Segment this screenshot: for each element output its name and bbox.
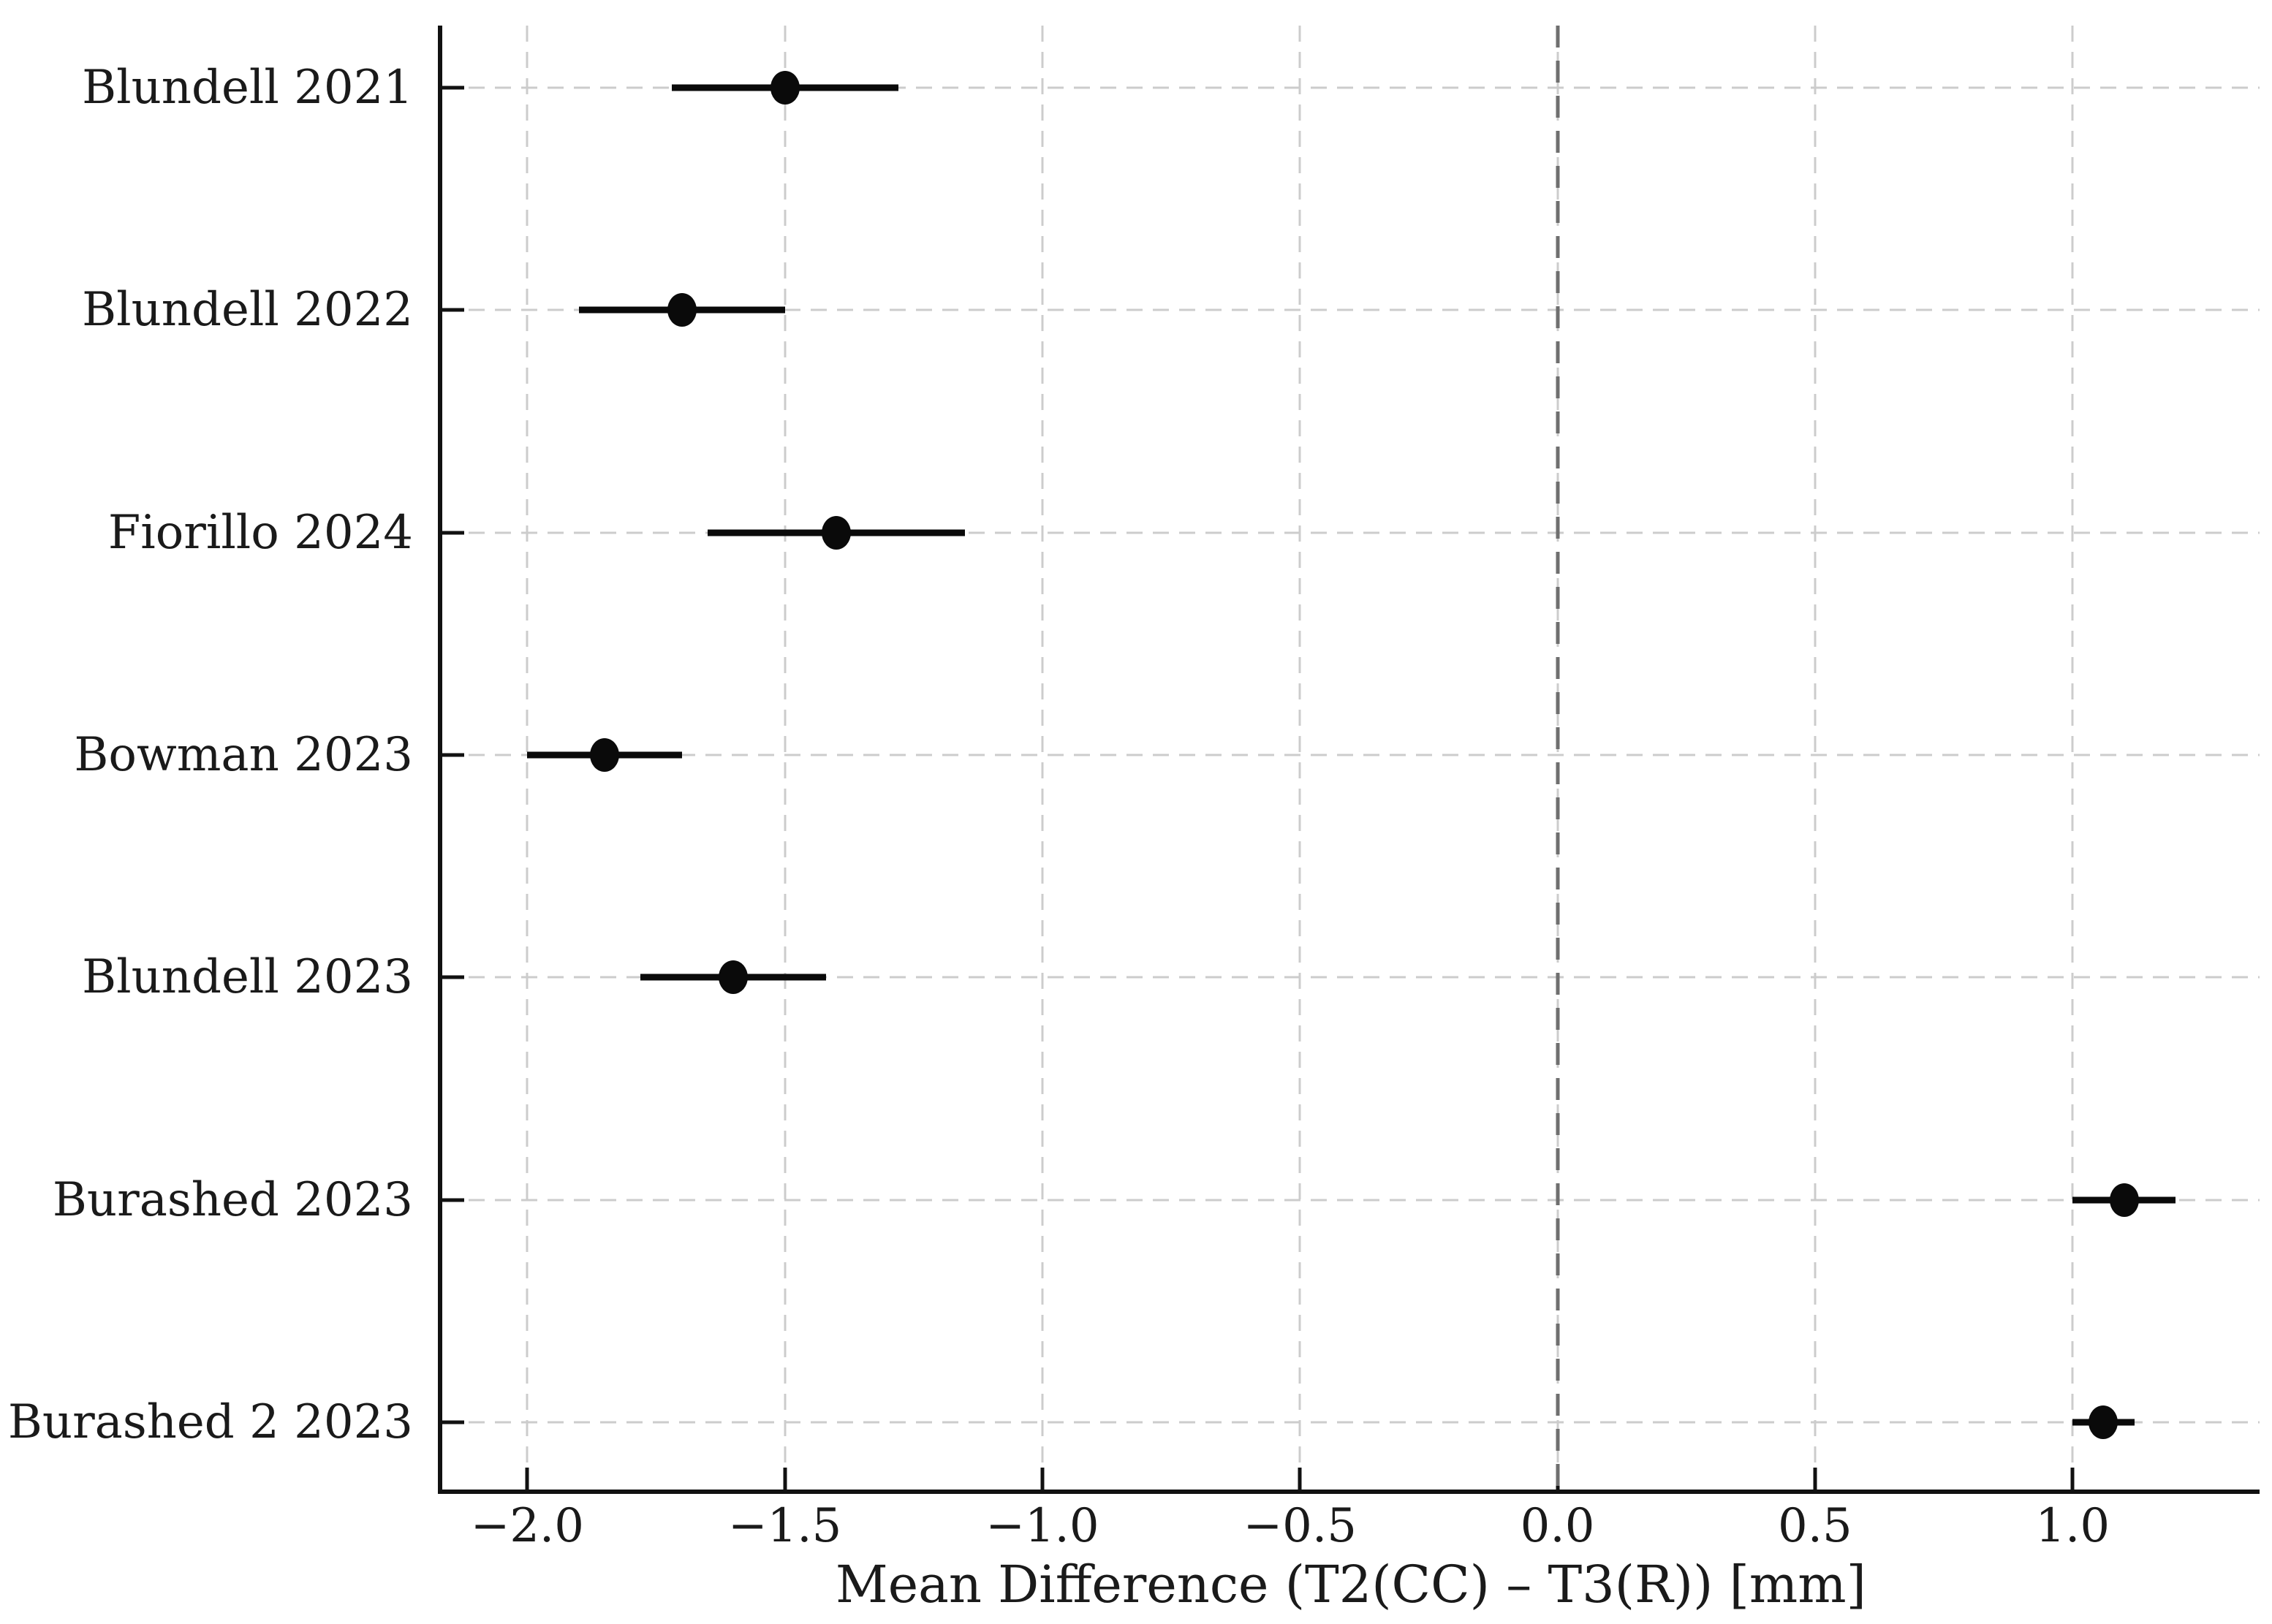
plot-area: −2.0 −1.5 −1.0 −0.5 0.0 0.5 1.0 bbox=[438, 26, 2260, 1549]
study-label: Blundell 2023 bbox=[82, 950, 413, 1005]
x-tick-label: 0.0 bbox=[1520, 1499, 1595, 1553]
y-axis-spine bbox=[438, 26, 442, 1494]
x-tick-mark bbox=[1040, 1468, 1045, 1490]
x-gridline bbox=[2071, 26, 2074, 1490]
x-tick-label: −0.5 bbox=[1243, 1499, 1357, 1553]
mean-point-marker bbox=[822, 515, 852, 550]
x-axis-spine bbox=[438, 1490, 2260, 1494]
y-gridline bbox=[442, 308, 2260, 311]
x-gridline bbox=[1298, 26, 1301, 1490]
x-tick-mark bbox=[2070, 1468, 2075, 1490]
study-label: Blundell 2022 bbox=[82, 283, 413, 338]
x-tick-mark bbox=[783, 1468, 787, 1490]
y-gridline bbox=[442, 976, 2260, 979]
y-tick-mark bbox=[442, 1198, 464, 1202]
study-label: Blundell 2021 bbox=[82, 60, 413, 115]
y-gridline bbox=[442, 531, 2260, 534]
y-axis-labels: Blundell 2021 Blundell 2022 Fiorillo 2024 B… bbox=[0, 26, 428, 1490]
mean-point-marker bbox=[589, 737, 619, 772]
x-tick-label: 1.0 bbox=[2035, 1499, 2110, 1553]
mean-point-marker bbox=[667, 293, 697, 327]
y-tick-mark bbox=[442, 753, 464, 757]
x-tick-label: 0.5 bbox=[1777, 1499, 1852, 1553]
mean-point-marker bbox=[719, 960, 749, 995]
x-gridline bbox=[1814, 26, 1817, 1490]
y-tick-mark bbox=[442, 531, 464, 535]
study-label: Burashed 2 2023 bbox=[7, 1395, 413, 1449]
x-tick-mark bbox=[1298, 1468, 1302, 1490]
x-tick-label: −1.0 bbox=[985, 1499, 1099, 1553]
study-label: Bowman 2023 bbox=[74, 727, 413, 782]
mean-point-marker bbox=[2089, 1405, 2118, 1439]
mean-point-marker bbox=[770, 70, 800, 105]
y-tick-mark bbox=[442, 308, 464, 312]
y-gridline bbox=[442, 86, 2260, 89]
x-gridline bbox=[1041, 26, 1044, 1490]
y-gridline bbox=[442, 1421, 2260, 1424]
x-tick-label: −2.0 bbox=[470, 1499, 584, 1553]
y-gridline bbox=[442, 1199, 2260, 1202]
x-tick-label: −1.5 bbox=[727, 1499, 842, 1553]
x-tick-mark bbox=[1813, 1468, 1817, 1490]
y-tick-mark bbox=[442, 975, 464, 979]
x-gridline bbox=[784, 26, 787, 1490]
y-gridline bbox=[442, 754, 2260, 756]
x-tick-mark bbox=[525, 1468, 529, 1490]
x-axis-title: Mean Difference (T2(CC) – T3(R)) [mm] bbox=[836, 1555, 1866, 1614]
zero-reference-line bbox=[1556, 26, 1560, 1490]
study-label: Fiorillo 2024 bbox=[107, 505, 413, 560]
y-tick-mark bbox=[442, 86, 464, 90]
y-tick-mark bbox=[442, 1420, 464, 1424]
mean-point-marker bbox=[2109, 1183, 2139, 1217]
study-label: Burashed 2023 bbox=[52, 1172, 413, 1227]
